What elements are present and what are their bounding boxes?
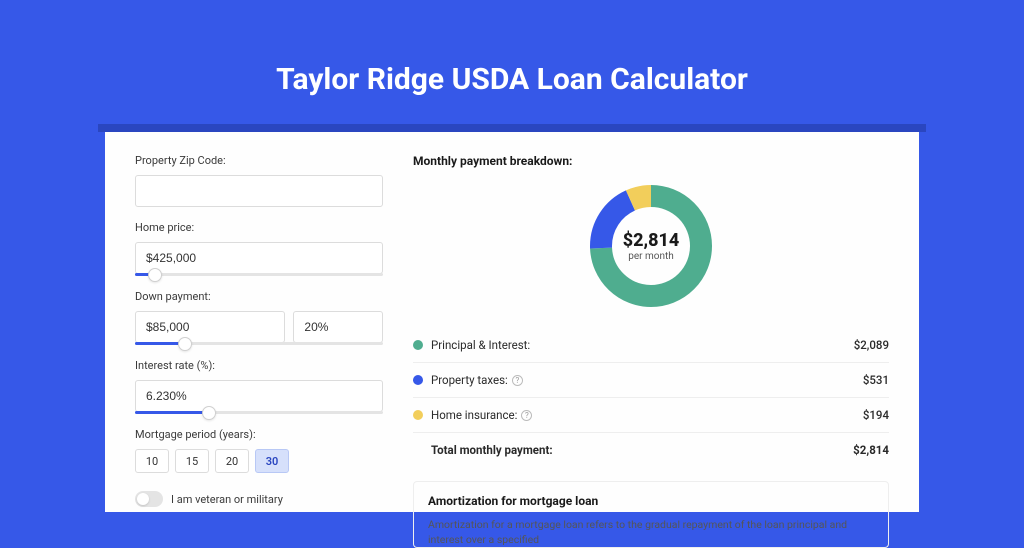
legend-label-text: Property taxes: xyxy=(431,373,508,387)
info-icon[interactable]: ? xyxy=(512,375,523,386)
legend-label-text: Home insurance: xyxy=(431,408,517,422)
period-option-10[interactable]: 10 xyxy=(135,449,169,473)
home-price-slider[interactable] xyxy=(135,273,383,276)
amortization-title: Amortization for mortgage loan xyxy=(428,494,874,508)
legend-dot-taxes xyxy=(413,375,423,385)
breakdown-column: Monthly payment breakdown: $2,814 per mo… xyxy=(413,154,889,512)
legend-total-value: $2,814 xyxy=(853,443,889,457)
interest-rate-label: Interest rate (%): xyxy=(135,359,383,372)
calculator-card: Property Zip Code: Home price: Down paym… xyxy=(105,132,919,512)
form-column: Property Zip Code: Home price: Down paym… xyxy=(135,154,383,512)
home-price-input[interactable] xyxy=(135,242,383,274)
field-mortgage-period: Mortgage period (years): 10152030 xyxy=(135,428,383,473)
field-down-payment: Down payment: xyxy=(135,290,383,345)
mortgage-period-label: Mortgage period (years): xyxy=(135,428,383,441)
donut-chart: $2,814 per month xyxy=(587,182,715,310)
home-price-label: Home price: xyxy=(135,221,383,234)
breakdown-title: Monthly payment breakdown: xyxy=(413,154,889,168)
legend-total-label: Total monthly payment: xyxy=(431,443,853,457)
legend-label-principal: Principal & Interest: xyxy=(431,338,854,352)
info-icon[interactable]: ? xyxy=(521,410,532,421)
home-price-slider-thumb[interactable] xyxy=(148,268,162,282)
amortization-card: Amortization for mortgage loan Amortizat… xyxy=(413,481,889,548)
legend-row-total: Total monthly payment:$2,814 xyxy=(413,433,889,467)
veteran-row: I am veteran or military xyxy=(135,491,383,507)
field-interest-rate: Interest rate (%): xyxy=(135,359,383,414)
legend-label-text: Principal & Interest: xyxy=(431,338,530,352)
donut-amount: $2,814 xyxy=(623,230,680,251)
veteran-label: I am veteran or military xyxy=(171,493,283,506)
interest-rate-slider[interactable] xyxy=(135,411,383,414)
legend-dot-principal xyxy=(413,340,423,350)
interest-rate-slider-thumb[interactable] xyxy=(202,406,216,420)
down-payment-label: Down payment: xyxy=(135,290,383,303)
page: Taylor Ridge USDA Loan Calculator Proper… xyxy=(0,0,1024,512)
period-option-15[interactable]: 15 xyxy=(175,449,209,473)
interest-rate-slider-fill xyxy=(135,411,209,414)
period-option-20[interactable]: 20 xyxy=(215,449,249,473)
legend-label-insurance: Home insurance:? xyxy=(431,408,863,422)
zip-label: Property Zip Code: xyxy=(135,154,383,167)
down-payment-amount-input[interactable] xyxy=(135,311,285,343)
legend-value-principal: $2,089 xyxy=(854,338,889,352)
period-option-30[interactable]: 30 xyxy=(255,449,289,473)
field-zip: Property Zip Code: xyxy=(135,154,383,207)
amortization-text: Amortization for a mortgage loan refers … xyxy=(428,518,874,547)
donut-sub: per month xyxy=(623,251,680,262)
legend-dot-insurance xyxy=(413,410,423,420)
page-title: Taylor Ridge USDA Loan Calculator xyxy=(0,0,1024,121)
field-home-price: Home price: xyxy=(135,221,383,276)
veteran-toggle-knob xyxy=(137,493,149,505)
donut-wrap: $2,814 per month xyxy=(413,182,889,310)
veteran-toggle[interactable] xyxy=(135,491,163,507)
legend-value-taxes: $531 xyxy=(863,373,889,387)
legend: Principal & Interest: $2,089 Property taxe… xyxy=(413,328,889,467)
down-payment-slider-thumb[interactable] xyxy=(178,337,192,351)
legend-label-taxes: Property taxes:? xyxy=(431,373,863,387)
legend-row-insurance: Home insurance:?$194 xyxy=(413,398,889,433)
card-shadow xyxy=(98,124,926,132)
legend-value-insurance: $194 xyxy=(863,408,889,422)
down-payment-slider[interactable] xyxy=(135,342,383,345)
legend-row-principal: Principal & Interest: $2,089 xyxy=(413,328,889,363)
donut-center: $2,814 per month xyxy=(623,230,680,262)
mortgage-period-options: 10152030 xyxy=(135,449,383,473)
zip-input[interactable] xyxy=(135,175,383,207)
legend-row-taxes: Property taxes:?$531 xyxy=(413,363,889,398)
interest-rate-input[interactable] xyxy=(135,380,383,412)
down-payment-percent-input[interactable] xyxy=(293,311,383,343)
